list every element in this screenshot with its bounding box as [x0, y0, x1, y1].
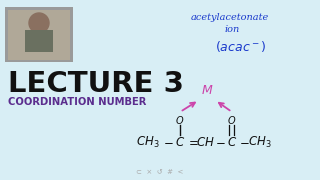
Bar [8, 10, 70, 60]
Text: $C$: $C$ [175, 136, 185, 148]
Text: $=$: $=$ [186, 136, 198, 148]
Circle shape [29, 13, 49, 33]
Text: $CH$: $CH$ [196, 136, 214, 148]
Text: ⊂  ×  ↺  #  <: ⊂ × ↺ # < [136, 169, 184, 175]
Text: $M$: $M$ [201, 84, 213, 96]
Text: $-$: $-$ [215, 136, 225, 148]
Text: ion: ion [224, 26, 240, 35]
Text: $O$: $O$ [175, 114, 185, 126]
Text: $CH_3$: $CH_3$ [136, 134, 160, 150]
Text: $-$: $-$ [163, 136, 173, 148]
Bar [5, 7, 73, 62]
Text: $CH_3$: $CH_3$ [248, 134, 272, 150]
Text: COORDINATION NUMBER: COORDINATION NUMBER [8, 97, 146, 107]
Text: acetylacetonate: acetylacetonate [191, 12, 269, 21]
Bar [25, 30, 53, 52]
Text: $O$: $O$ [227, 114, 237, 126]
Text: $(acac^-)$: $(acac^-)$ [215, 39, 267, 55]
Text: LECTURE 3: LECTURE 3 [8, 70, 184, 98]
Text: $C$: $C$ [227, 136, 237, 148]
Text: $-$: $-$ [239, 136, 249, 148]
